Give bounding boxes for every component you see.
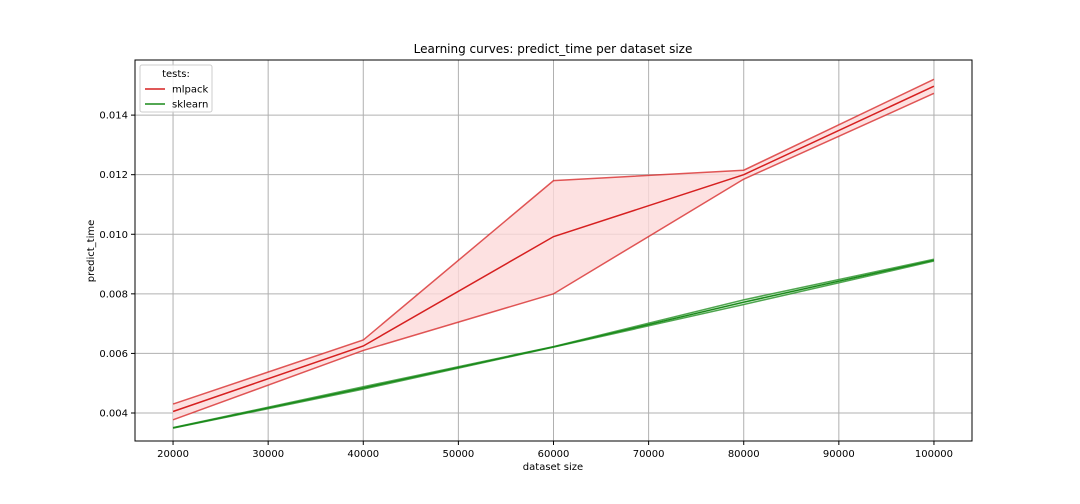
- x-tick-label: 40000: [347, 449, 379, 460]
- x-tick-label: 80000: [728, 449, 760, 460]
- sklearn-mean-line: [172, 259, 935, 429]
- x-tick-label: 90000: [823, 449, 855, 460]
- y-tick-label: 0.004: [99, 408, 128, 419]
- legend-box: [139, 64, 213, 113]
- x-tick-label: 50000: [442, 449, 474, 460]
- y-tick-label: 0.010: [99, 230, 128, 241]
- chart-title: Learning curves: predict_time per datase…: [414, 42, 693, 56]
- legend-label-mlpack: mlpack: [172, 85, 208, 96]
- x-tick-label: 30000: [252, 449, 284, 460]
- mlpack-lower-line: [172, 92, 935, 421]
- y-tick-label: 0.012: [99, 170, 128, 181]
- legend: tests: mlpack sklearn: [139, 64, 213, 113]
- grid: [135, 60, 972, 441]
- legend-title: tests:: [162, 69, 190, 80]
- x-tick-label: 100000: [915, 449, 953, 460]
- y-axis-label: predict_time: [86, 220, 97, 283]
- legend-entries: mlpack sklearn: [145, 85, 208, 111]
- x-axis-ticks: 20000 30000 40000 50000 60000 70000 80000 90000…: [157, 441, 953, 460]
- y-tick-label: 0.006: [99, 349, 128, 360]
- legend-label-sklearn: sklearn: [172, 100, 208, 111]
- mlpack-band: [173, 79, 934, 420]
- series-lines: [172, 78, 935, 429]
- mlpack-mean-line: [172, 85, 935, 413]
- y-tick-label: 0.014: [99, 111, 128, 122]
- x-tick-label: 70000: [633, 449, 665, 460]
- x-tick-label: 60000: [538, 449, 570, 460]
- mlpack-upper-line: [172, 78, 935, 405]
- x-tick-label: 20000: [157, 449, 189, 460]
- y-tick-label: 0.008: [99, 289, 128, 300]
- x-axis-label: dataset size: [523, 462, 583, 473]
- y-axis-ticks: 0.004 0.006 0.008 0.010 0.012 0.014: [99, 111, 135, 419]
